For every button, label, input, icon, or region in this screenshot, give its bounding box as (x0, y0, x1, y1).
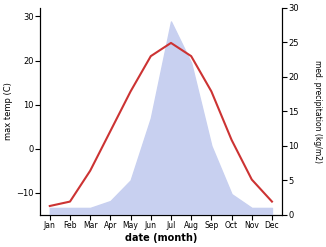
Y-axis label: med. precipitation (kg/m2): med. precipitation (kg/m2) (313, 60, 322, 163)
Y-axis label: max temp (C): max temp (C) (4, 82, 13, 140)
X-axis label: date (month): date (month) (125, 233, 197, 243)
